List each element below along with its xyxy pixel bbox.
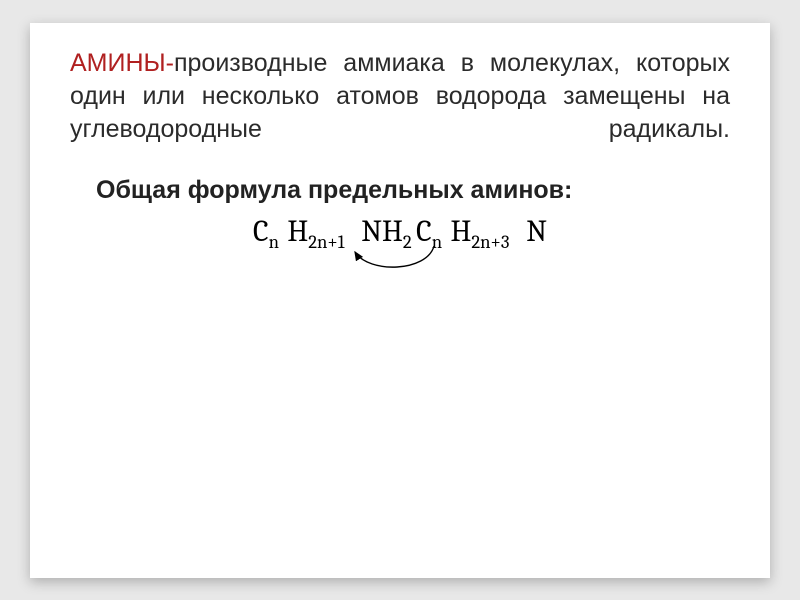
formula-1-N: N bbox=[361, 214, 382, 249]
subheading-general-formula: Общая формула предельных аминов: bbox=[96, 174, 730, 207]
formula-1-H: H bbox=[287, 214, 308, 249]
formula-1: CnH2n+1NH2 bbox=[253, 214, 412, 249]
formula-block: CnH2n+1NH2 CnH2n+3N bbox=[70, 214, 730, 309]
formula-2: CnH2n+3N bbox=[416, 214, 547, 249]
formula-2-sub-2n3: 2n+3 bbox=[471, 231, 509, 253]
formula-2-N: N bbox=[526, 214, 547, 249]
formula-2-H: H bbox=[451, 214, 472, 249]
formula-2-sub-n: n bbox=[432, 231, 442, 253]
formula-1-sub-2n1: 2n+1 bbox=[308, 231, 344, 253]
formula-1-NH2-H: H bbox=[382, 214, 403, 249]
formula-1-sub2: 2 bbox=[403, 231, 412, 253]
term-amines: АМИНЫ- bbox=[70, 49, 174, 77]
formula-1-sub-n: n bbox=[269, 231, 279, 253]
slide-container: АМИНЫ-производные аммиака в молекулах, к… bbox=[0, 0, 800, 600]
definition-paragraph: АМИНЫ-производные аммиака в молекулах, к… bbox=[70, 47, 730, 146]
slide: АМИНЫ-производные аммиака в молекулах, к… bbox=[30, 23, 770, 578]
formula-2-C: C bbox=[416, 214, 432, 249]
formula-1-C: C bbox=[253, 214, 269, 249]
